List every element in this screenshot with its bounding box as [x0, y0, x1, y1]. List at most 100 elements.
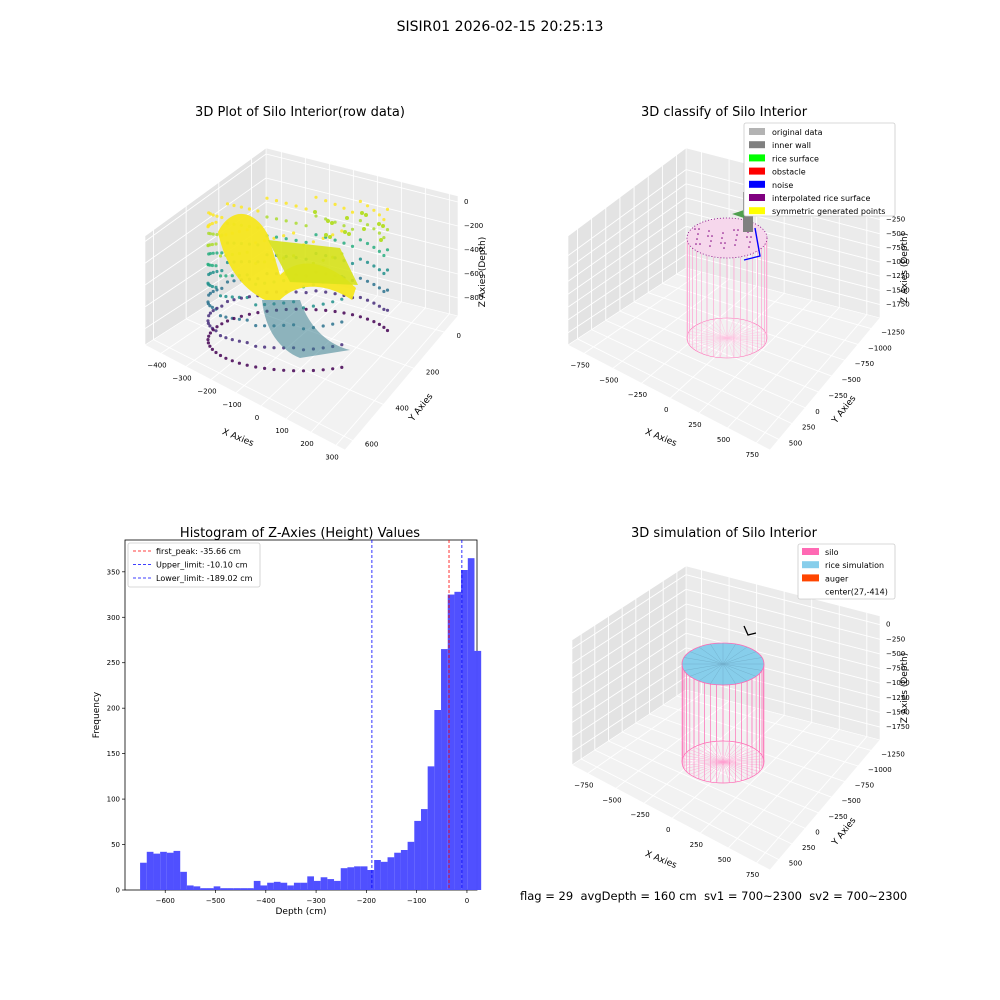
plot1-point [382, 307, 386, 311]
plot1-point [211, 270, 215, 274]
plot3-bar [320, 877, 328, 890]
plot4-rice-mesh [710, 643, 724, 665]
plot4-y-tick-label: 250 [802, 844, 815, 852]
plot1-point [372, 301, 376, 305]
plot1-point-cloud [206, 195, 390, 373]
plot1-point [342, 224, 346, 228]
plot2-point [723, 247, 725, 249]
plot4-y-tick-label: 0 [815, 828, 819, 836]
plot2-point [733, 229, 735, 231]
plot4-silo-wire [722, 744, 748, 763]
plot2-silo-wire [719, 318, 728, 339]
plot1-point [350, 261, 355, 266]
plot2-gridline [567, 183, 687, 269]
plot1-point [220, 215, 224, 220]
plot3-bar [334, 880, 341, 890]
plot4-x-axis-label: X Axies [643, 849, 678, 871]
plot1-point [328, 235, 332, 239]
plot4-legend-swatch [802, 548, 819, 555]
plot3-bar [280, 882, 288, 890]
plot1-gridline [265, 201, 459, 251]
plot1-point [265, 196, 269, 200]
plot4-rice-mesh [683, 657, 724, 665]
plot4-rice-mesh [722, 657, 763, 665]
plot4-gridline [676, 695, 872, 751]
plot1-point [215, 306, 219, 310]
plot1-y-tick-label: 0 [456, 332, 460, 340]
plot1-point [314, 289, 318, 293]
plot2-axes: −750−500−2500250500750−1250−1000−750−500… [567, 122, 910, 459]
plot3-bar [146, 851, 154, 890]
plot1-point [358, 276, 362, 280]
plot3-bar [300, 882, 308, 890]
plot4-gridline [608, 740, 806, 829]
plot1-point [225, 319, 230, 323]
plot2-z-tick-label: −750 [886, 244, 905, 252]
plot4-legend-swatch [802, 561, 819, 569]
plot1-point [333, 309, 337, 314]
plot2-gridline [567, 254, 687, 334]
plot1-point [350, 313, 355, 317]
plot1-z-tick-label: −600 [464, 270, 483, 278]
plot1-point [340, 297, 344, 301]
plot2-gridline [612, 278, 730, 369]
plot3-bar [273, 881, 281, 890]
plot1-point [294, 238, 298, 242]
plot3-bar [206, 888, 214, 890]
plot2-point [748, 246, 750, 248]
status-sv1: sv1 = 700~2300 [704, 889, 802, 903]
plot1-gridline [285, 301, 402, 420]
plot1-point [331, 322, 335, 326]
plot2-y-tick-label: 250 [802, 424, 815, 432]
plot1-point [210, 284, 214, 289]
plot4-gridline [643, 707, 757, 804]
plot2-silo-wire [726, 318, 735, 339]
plot2-title: 3D classify of Silo Interior [641, 105, 808, 120]
plot4-z-tick-label: −250 [886, 635, 905, 643]
plot2-point [749, 241, 751, 243]
plot4-z-tick-label: 0 [886, 621, 890, 629]
plot2-silo-wire [726, 337, 762, 349]
plot2-legend-label: obstacle [772, 168, 806, 177]
plot3-bar [354, 866, 361, 890]
plot3-bar [267, 882, 274, 890]
plot1-point [210, 242, 214, 247]
plot2-gridline [685, 254, 881, 305]
plot1-point [358, 315, 362, 319]
plot1-point [365, 260, 370, 264]
plot1-point [342, 241, 346, 245]
plot3-bar [461, 570, 468, 890]
plot2-gridline [755, 314, 868, 444]
plot1-point [382, 236, 386, 240]
plot1-point [292, 369, 296, 373]
plot1-point [379, 238, 383, 242]
plot1-point [206, 319, 210, 323]
plot1-point [340, 320, 344, 324]
plot3-bar [400, 850, 408, 890]
plot4-x-tick-label: 500 [718, 856, 731, 864]
plot4-silo-wire [722, 746, 753, 763]
plot1-axes: −400 −300 −200 −100 0 100 200 300 0 200 400 600 0 −20… [144, 147, 488, 461]
plot1-point [263, 324, 267, 328]
plot1-point [324, 233, 328, 237]
plot3-bar [233, 888, 241, 890]
plot3-bar [340, 868, 348, 890]
plot2-silo-wire [726, 337, 735, 358]
plot1-point [304, 207, 308, 211]
plot3-bar [367, 870, 375, 890]
plot2-gridline [567, 197, 687, 282]
plot4-rice-mesh [689, 651, 724, 665]
plot4-rice-mesh [698, 663, 724, 682]
plot1-point [321, 324, 325, 328]
plot1-point [220, 269, 224, 273]
plot3-bar [173, 850, 181, 890]
plot3-legend-label: Lower_limit: -189.02 cm [156, 574, 253, 583]
plot3-bar [287, 885, 294, 890]
plot3-bar [387, 857, 395, 890]
plot1-point [381, 224, 385, 228]
plot1-point [377, 249, 381, 253]
plot2-legend-swatch [749, 167, 765, 175]
plot3-y-tick-label: 200 [107, 705, 120, 713]
plot4-x-tick-label: 0 [666, 826, 670, 834]
plot2-y-tick-label: −1000 [868, 344, 892, 352]
